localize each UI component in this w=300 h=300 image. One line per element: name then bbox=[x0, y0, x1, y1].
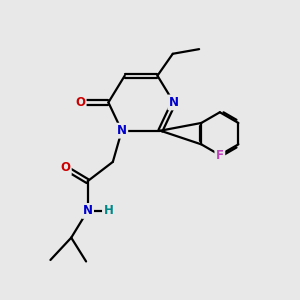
Text: N: N bbox=[169, 96, 179, 109]
Text: N: N bbox=[82, 204, 93, 218]
Text: N: N bbox=[117, 124, 127, 137]
Text: F: F bbox=[216, 148, 224, 162]
Text: H: H bbox=[103, 204, 113, 218]
Text: O: O bbox=[60, 161, 70, 174]
Text: O: O bbox=[75, 96, 85, 109]
